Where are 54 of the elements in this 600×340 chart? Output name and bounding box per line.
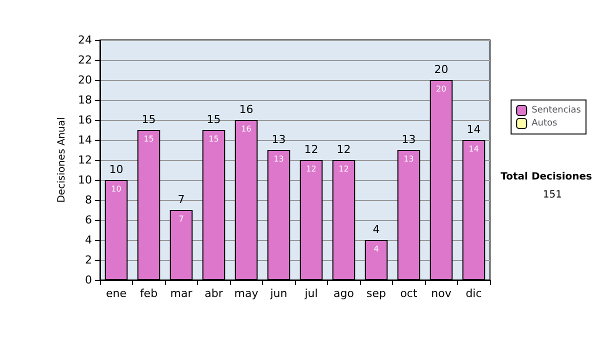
total-label: 13 [272, 133, 286, 146]
y-tick-label: 14 [78, 134, 92, 146]
legend-label: Autos [532, 118, 558, 128]
data-label: 13 [274, 154, 284, 164]
data-label: 14 [468, 144, 479, 154]
x-tick-label: sep [366, 287, 386, 300]
data-label: 13 [404, 154, 414, 164]
total-label: 12 [304, 143, 318, 156]
total-label: 16 [239, 103, 254, 116]
x-tick-label: ene [106, 287, 127, 300]
data-label: 10 [111, 184, 122, 194]
total-label: 10 [109, 163, 124, 176]
data-label: 15 [208, 134, 219, 144]
x-tick-label: ago [334, 287, 354, 300]
x-tick-label: nov [431, 287, 452, 300]
text: Total Decisiones [500, 172, 592, 182]
y-tick-label: 0 [85, 274, 92, 286]
text: 151 [542, 190, 562, 200]
x-tick-label: dic [466, 287, 482, 300]
total-label: 13 [402, 133, 416, 146]
x-tick-label: may [234, 287, 259, 300]
data-label: 16 [241, 124, 252, 134]
data-label: 12 [338, 164, 349, 174]
x-tick-label: mar [170, 287, 193, 300]
x-tick-label: oct [400, 287, 418, 300]
y-tick-label: 22 [78, 54, 92, 66]
total-label: 4 [372, 223, 380, 236]
total-label: 15 [206, 113, 221, 126]
total-label: 20 [434, 63, 448, 76]
legend-label: Sentencias [532, 106, 582, 116]
y-tick-label: 18 [78, 94, 92, 106]
y-tick-label: 24 [78, 34, 92, 46]
data-label: 15 [144, 134, 154, 144]
data-label: 20 [436, 84, 446, 94]
data-label: 12 [306, 164, 316, 174]
y-tick-label: 2 [85, 254, 92, 266]
total-label: 12 [336, 143, 351, 156]
y-tick-label: 4 [85, 234, 92, 246]
total-label: 15 [142, 113, 156, 126]
y-tick-label: 16 [78, 114, 92, 126]
y-tick-label: 12 [78, 154, 92, 166]
data-label: 7 [178, 214, 184, 224]
x-tick-label: abr [204, 287, 224, 300]
y-tick-label: 20 [78, 74, 92, 86]
y-tick-label: 6 [85, 214, 92, 226]
y-axis-title: Decisiones Anual [56, 117, 68, 203]
x-tick-label: jun [269, 287, 288, 300]
x-tick-label: feb [140, 287, 158, 300]
data-label: 4 [374, 244, 379, 254]
x-tick-label: jul [304, 287, 318, 300]
y-tick-label: 8 [85, 194, 92, 206]
total-label: 14 [466, 123, 481, 136]
total-label: 7 [178, 193, 185, 206]
y-tick-label: 10 [78, 174, 92, 186]
